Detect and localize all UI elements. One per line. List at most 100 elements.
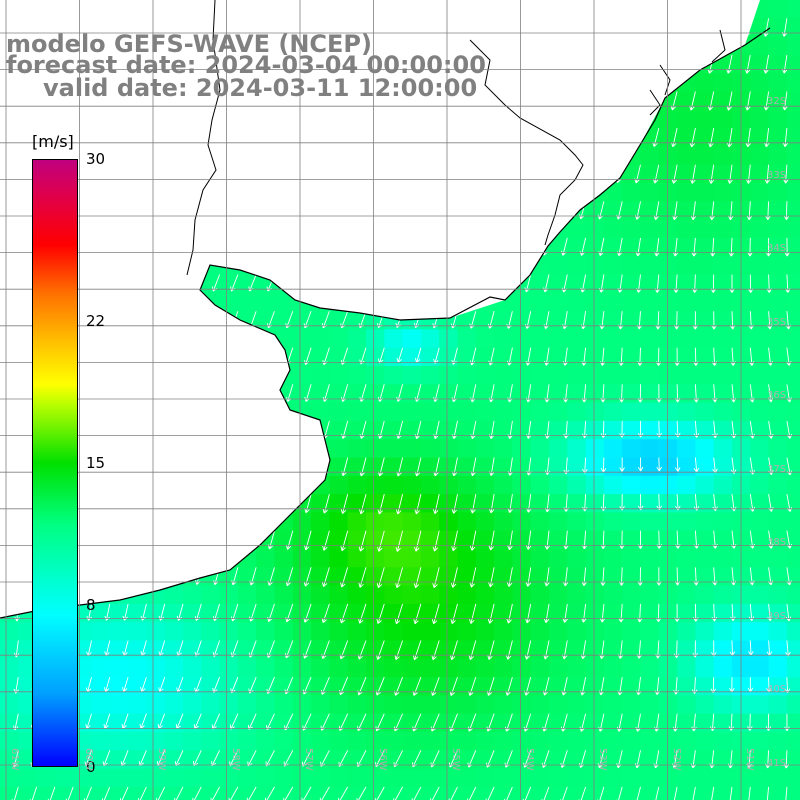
wind-cell	[549, 768, 568, 788]
wind-arrow	[450, 640, 458, 661]
wind-cell	[384, 494, 404, 513]
wind-arrow	[729, 786, 733, 800]
wind-arrow	[488, 530, 495, 551]
wind-cell	[494, 402, 513, 422]
wind-cell	[713, 530, 733, 550]
wind-cell	[786, 219, 800, 239]
wind-cell	[366, 695, 385, 715]
wind-cell	[750, 786, 770, 800]
wind-cell	[402, 732, 422, 751]
wind-cell	[164, 640, 184, 660]
wind-arrow	[448, 786, 458, 800]
wind-arrow	[340, 567, 349, 588]
wind-cell	[494, 713, 513, 733]
wind-cell	[530, 366, 550, 385]
wind-cell	[677, 549, 696, 568]
longitude-label: 56W	[376, 748, 388, 771]
wind-cell	[237, 274, 257, 294]
wind-cell	[695, 91, 715, 111]
wind-cell	[18, 768, 38, 788]
wind-cell	[603, 311, 623, 330]
wind-cell	[567, 457, 587, 477]
wind-cell	[603, 366, 623, 385]
wind-arrow	[322, 530, 330, 551]
wind-cell	[713, 549, 733, 568]
wind-cell	[402, 567, 422, 587]
wind-arrow	[339, 603, 349, 624]
wind-arrow	[321, 567, 330, 587]
wind-cell	[183, 750, 202, 770]
wind-cell	[91, 732, 111, 751]
wind-cell	[677, 219, 696, 239]
wind-cell	[677, 237, 696, 257]
wind-cell	[292, 713, 312, 733]
wind-cell	[237, 585, 257, 605]
wind-cell	[695, 677, 715, 696]
wind-cell	[768, 384, 788, 404]
wind-cell	[329, 311, 349, 330]
wind-cell	[658, 292, 678, 312]
wind-cell	[768, 732, 788, 751]
wind-cell	[567, 603, 587, 623]
wind-cell	[311, 713, 330, 733]
wind-cell	[237, 786, 257, 800]
wind-cell	[475, 311, 495, 330]
wind-cell	[366, 585, 385, 605]
wind-cell	[219, 768, 239, 788]
wind-cell	[439, 658, 458, 678]
wind-cell	[603, 512, 623, 532]
wind-cell	[786, 457, 800, 477]
wind-cell	[768, 146, 788, 166]
wind-cell	[622, 640, 641, 660]
wind-cell	[256, 622, 275, 641]
wind-cell	[603, 256, 623, 275]
wind-cell	[274, 768, 294, 788]
wind-cell	[311, 549, 330, 568]
wind-arrow	[376, 640, 385, 660]
wind-arrow	[785, 786, 788, 800]
wind-cell	[768, 292, 788, 312]
wind-cell	[603, 402, 623, 422]
wind-cell	[439, 567, 458, 587]
colorbar-unit: [m/s]	[32, 132, 74, 151]
wind-cell	[567, 622, 587, 641]
wind-cell	[439, 384, 458, 404]
wind-cell	[622, 768, 641, 788]
wind-cell	[256, 549, 275, 568]
wind-cell	[585, 366, 605, 385]
wind-cell	[0, 640, 19, 660]
wind-arrow	[578, 786, 587, 800]
wind-cell	[384, 420, 404, 440]
wind-cell	[146, 695, 166, 715]
wind-cell	[768, 366, 788, 385]
wind-cell	[750, 91, 770, 111]
longitude-label: 55W	[450, 748, 461, 771]
wind-cell	[292, 677, 312, 696]
wind-cell	[603, 622, 623, 641]
wind-cell	[420, 750, 440, 770]
wind-cell	[402, 475, 422, 495]
wind-cell	[622, 549, 641, 568]
wind-cell	[768, 109, 788, 129]
wind-cell	[439, 512, 458, 532]
wind-cell	[384, 732, 404, 751]
wind-cell	[109, 677, 129, 696]
wind-cell	[713, 274, 733, 294]
wind-cell	[439, 420, 458, 440]
wind-cell	[658, 786, 678, 800]
wind-cell	[622, 530, 641, 550]
wind-cell	[567, 732, 587, 751]
wind-cell	[384, 603, 404, 623]
wind-cell	[750, 402, 770, 422]
wind-cell	[658, 732, 678, 751]
wind-cell	[713, 73, 733, 92]
wind-cell	[695, 109, 715, 129]
wind-cell	[183, 585, 202, 605]
wind-cell	[366, 475, 385, 495]
wind-cell	[786, 420, 800, 440]
wind-cell	[658, 622, 678, 641]
wind-cell	[549, 677, 568, 696]
wind-cell	[420, 530, 440, 550]
wind-cell	[768, 347, 788, 367]
wind-cell	[768, 786, 788, 800]
